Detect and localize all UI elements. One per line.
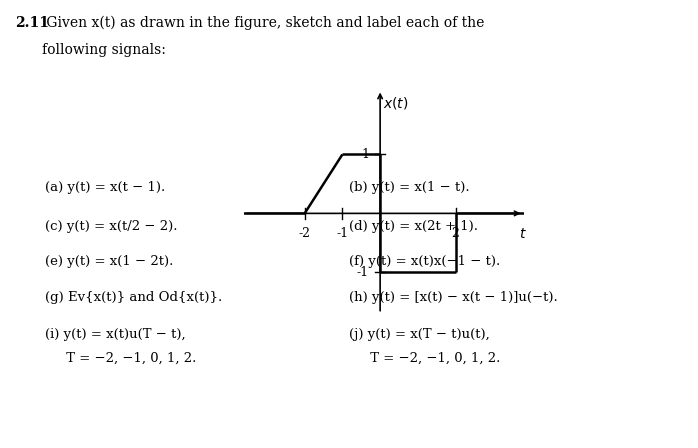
Text: (g) Ev{x(t)} and Od{x(t)}.: (g) Ev{x(t)} and Od{x(t)}.: [45, 291, 223, 304]
Text: -2: -2: [299, 228, 311, 241]
Text: T = −2, −1, 0, 1, 2.: T = −2, −1, 0, 1, 2.: [349, 352, 500, 365]
Text: T = −2, −1, 0, 1, 2.: T = −2, −1, 0, 1, 2.: [45, 352, 197, 365]
Text: 2.11: 2.11: [15, 16, 50, 30]
Text: 1: 1: [361, 148, 369, 161]
Text: (d) y(t) = x(2t + 1).: (d) y(t) = x(2t + 1).: [349, 220, 478, 233]
Text: $x(t)$: $x(t)$: [383, 95, 409, 111]
Text: -1: -1: [336, 228, 348, 241]
Text: (a) y(t) = x(t − 1).: (a) y(t) = x(t − 1).: [45, 181, 165, 194]
Text: Given x(t) as drawn in the figure, sketch and label each of the: Given x(t) as drawn in the figure, sketc…: [42, 16, 484, 30]
Text: (i) y(t) = x(t)u(T − t),: (i) y(t) = x(t)u(T − t),: [45, 328, 186, 341]
Text: 2: 2: [452, 228, 459, 241]
Text: (e) y(t) = x(1 − 2t).: (e) y(t) = x(1 − 2t).: [45, 255, 174, 268]
Text: (c) y(t) = x(t/2 − 2).: (c) y(t) = x(t/2 − 2).: [45, 220, 178, 233]
Text: $t$: $t$: [519, 228, 527, 241]
Text: following signals:: following signals:: [42, 43, 165, 56]
Text: (h) y(t) = [x(t) − x(t − 1)]u(−t).: (h) y(t) = [x(t) − x(t − 1)]u(−t).: [349, 291, 558, 304]
Text: (f) y(t) = x(t)x(−1 − t).: (f) y(t) = x(t)x(−1 − t).: [349, 255, 500, 268]
Text: -1: -1: [357, 266, 369, 279]
Text: (b) y(t) = x(1 − t).: (b) y(t) = x(1 − t).: [349, 181, 470, 194]
Text: (j) y(t) = x(T − t)u(t),: (j) y(t) = x(T − t)u(t),: [349, 328, 490, 341]
